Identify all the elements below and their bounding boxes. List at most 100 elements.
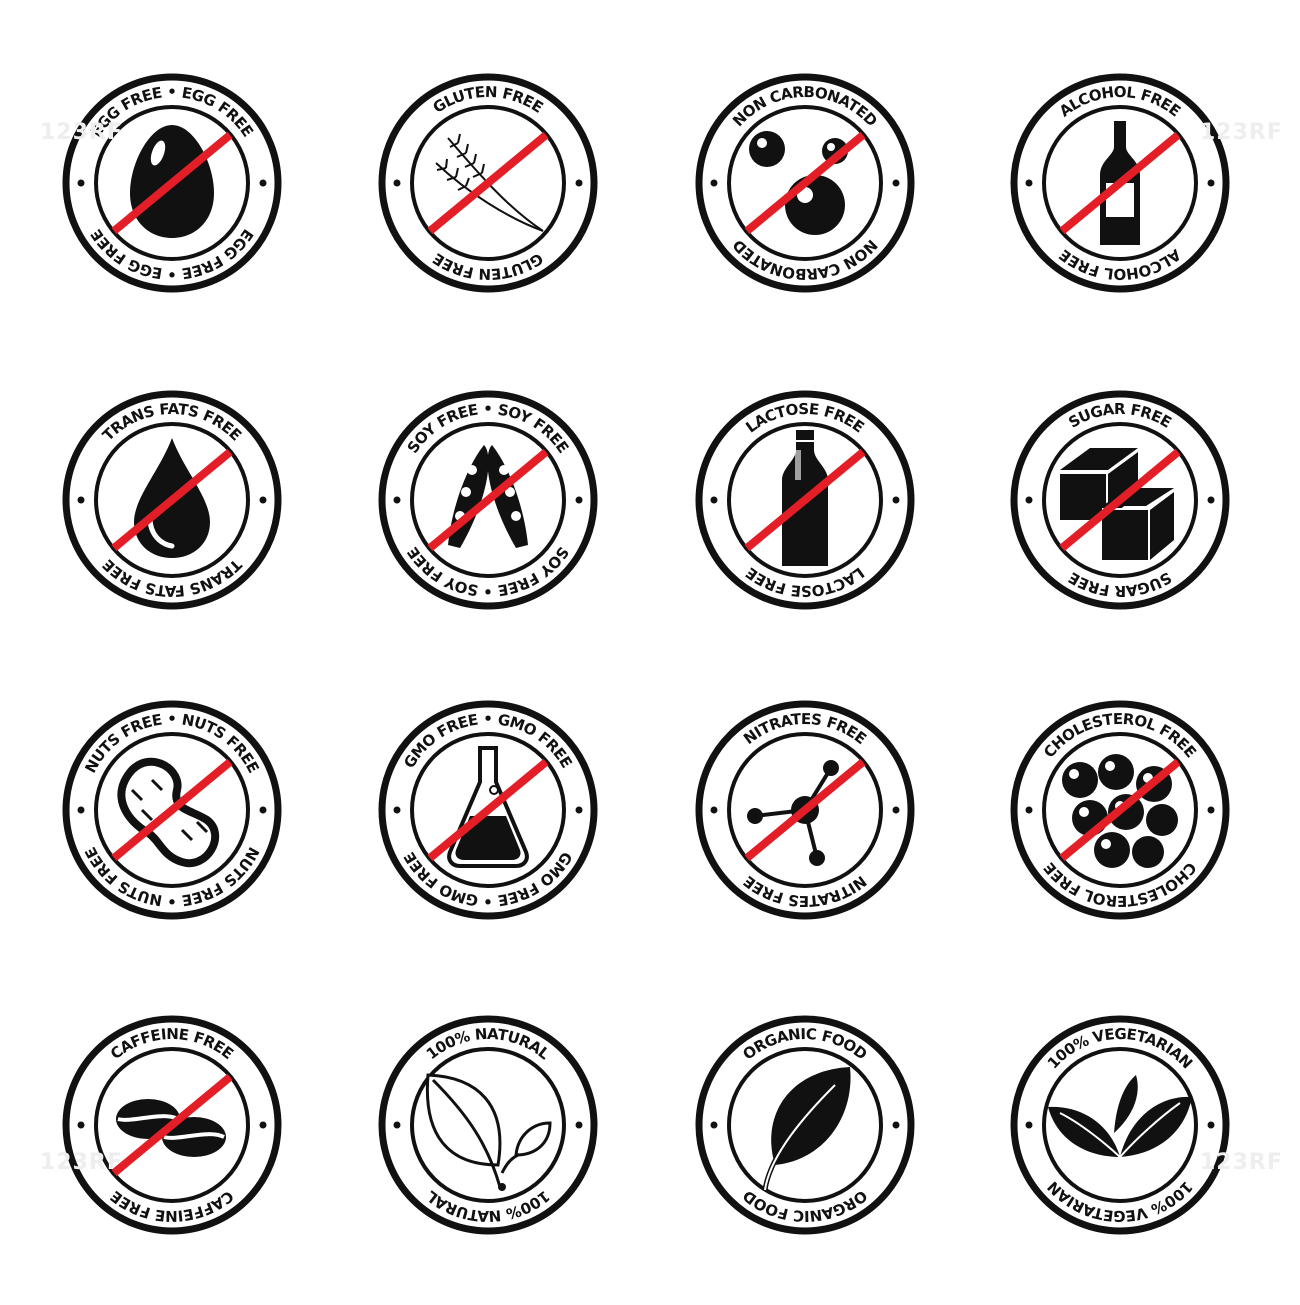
separator-dot [1207, 496, 1215, 504]
separator-dot [393, 1121, 401, 1129]
leaf-icon [762, 1067, 851, 1191]
badge-outer-ring [1010, 700, 1230, 920]
sugar-cubes-icon [1060, 448, 1174, 560]
separator-dot [259, 496, 267, 504]
badge-outer-ring [695, 73, 915, 293]
badge-outer-ring [62, 700, 282, 920]
red-strike-line [427, 758, 549, 862]
watermark: 123RF [40, 1150, 123, 1175]
badge-outer-ring [378, 700, 598, 920]
badge-inner-ring [94, 1047, 250, 1203]
badge-outer-ring [62, 73, 282, 293]
wheat-icon [435, 133, 544, 232]
coffee-beans-icon [116, 1099, 226, 1157]
separator-dot [259, 806, 267, 814]
badge-inner-ring [94, 105, 250, 261]
badge-outer-ring [695, 700, 915, 920]
separator-dot [575, 496, 583, 504]
red-strike-line [744, 131, 866, 235]
two-leaves-icon [1048, 1075, 1192, 1158]
badge-inner-ring [727, 422, 883, 578]
badge-outer-ring [695, 1015, 915, 1235]
watermark: 123RF [40, 120, 123, 145]
badge-inner-ring [94, 422, 250, 578]
badge-inner-ring [410, 1047, 566, 1203]
badge-inner-ring [410, 105, 566, 261]
separator-dot [1025, 179, 1033, 187]
separator-dot [1025, 496, 1033, 504]
red-strike-line [111, 448, 233, 552]
badge-outer-ring [378, 73, 598, 293]
badge-outer-ring [62, 1015, 282, 1235]
fat-cells-icon [1062, 754, 1178, 868]
red-strike-line [744, 448, 866, 552]
separator-dot [259, 179, 267, 187]
separator-dot [1207, 806, 1215, 814]
red-strike-line [111, 758, 233, 862]
separator-dot [393, 179, 401, 187]
separator-dot [259, 1121, 267, 1129]
separator-dot [77, 496, 85, 504]
watermark: 123RF [1200, 120, 1283, 145]
separator-dot [892, 806, 900, 814]
red-strike-line [427, 131, 549, 235]
badge-outer-ring [62, 390, 282, 610]
badge-outer-ring [1010, 73, 1230, 293]
red-strike-line [744, 758, 866, 862]
separator-dot [710, 806, 718, 814]
badge-outer-ring [695, 390, 915, 610]
separator-dot [1207, 1121, 1215, 1129]
badge-outer-ring [1010, 390, 1230, 610]
badge-inner-ring [1042, 732, 1198, 888]
bubbles-icon [749, 131, 848, 235]
separator-dot [575, 179, 583, 187]
separator-dot [575, 1121, 583, 1129]
separator-dot [710, 496, 718, 504]
separator-dot [77, 179, 85, 187]
badge-inner-ring [1042, 422, 1198, 578]
badge-inner-ring [410, 422, 566, 578]
badge-outer-ring [378, 1015, 598, 1235]
separator-dot [1025, 806, 1033, 814]
separator-dot [393, 806, 401, 814]
badge-outer-ring [378, 390, 598, 610]
separator-dot [1207, 179, 1215, 187]
red-strike-line [1059, 131, 1181, 235]
separator-dot [77, 806, 85, 814]
badge-inner-ring [1042, 1047, 1198, 1203]
separator-dot [393, 496, 401, 504]
badge-inner-ring [410, 732, 566, 888]
separator-dot [892, 1121, 900, 1129]
red-strike-line [1059, 448, 1181, 552]
badge-inner-ring [94, 732, 250, 888]
separator-dot [575, 806, 583, 814]
badge-outer-ring [1010, 1015, 1230, 1235]
badge-inner-ring [1042, 105, 1198, 261]
red-strike-line [1059, 758, 1181, 862]
separator-dot [710, 179, 718, 187]
separator-dot [892, 179, 900, 187]
red-strike-line [427, 448, 549, 552]
separator-dot [1025, 1121, 1033, 1129]
separator-dot [710, 1121, 718, 1129]
badge-inner-ring [727, 1047, 883, 1203]
badge-inner-ring [727, 105, 883, 261]
separator-dot [892, 496, 900, 504]
red-strike-line [111, 131, 233, 235]
